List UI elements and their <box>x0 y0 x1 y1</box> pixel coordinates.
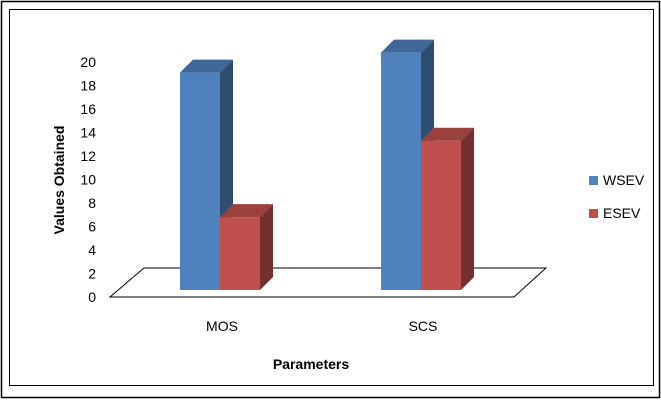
bars <box>180 39 474 291</box>
y-tick-label: 18 <box>80 78 96 94</box>
chart-floor <box>108 267 548 298</box>
y-tick-label: 20 <box>80 54 96 70</box>
legend-label: WSEV <box>603 172 645 188</box>
legend-label: ESEV <box>603 205 641 221</box>
y-tick-label: 14 <box>80 125 96 141</box>
bar-front-face <box>381 52 421 291</box>
y-tick-label: 12 <box>80 148 96 164</box>
y-axis-ticks: 0 2 4 6 8 10 12 14 16 18 20 <box>80 54 96 305</box>
y-tick-label: 10 <box>80 172 96 188</box>
x-axis-categories: MOS SCS <box>206 318 437 334</box>
x-category-label: SCS <box>409 318 438 334</box>
bar-esev-mos <box>220 204 273 290</box>
bar-side-face <box>461 127 474 291</box>
bar-top-face <box>421 127 474 141</box>
bar-top-face <box>180 59 233 73</box>
bar-front-face <box>421 140 461 290</box>
bar-wsev-mos <box>180 59 233 290</box>
legend-swatch <box>589 176 598 185</box>
x-axis-title: Parameters <box>273 356 349 372</box>
bar-side-face <box>260 204 273 290</box>
legend: WSEV ESEV <box>589 172 645 221</box>
plot-area-border <box>9 9 654 386</box>
x-category-label: MOS <box>206 318 238 334</box>
y-tick-label: 2 <box>88 266 96 282</box>
y-tick-label: 0 <box>88 289 96 305</box>
y-tick-label: 4 <box>88 242 96 258</box>
y-tick-label: 6 <box>88 219 96 235</box>
y-tick-label: 8 <box>88 195 96 211</box>
bar-front-face <box>220 217 260 290</box>
bar-top-face <box>220 204 273 218</box>
bar-esev-scs <box>421 127 474 291</box>
y-axis-title: Values Obtained <box>51 126 67 235</box>
bar-top-face <box>381 39 434 53</box>
legend-swatch <box>589 209 598 218</box>
bar-front-face <box>180 72 220 290</box>
y-tick-label: 16 <box>80 101 96 117</box>
